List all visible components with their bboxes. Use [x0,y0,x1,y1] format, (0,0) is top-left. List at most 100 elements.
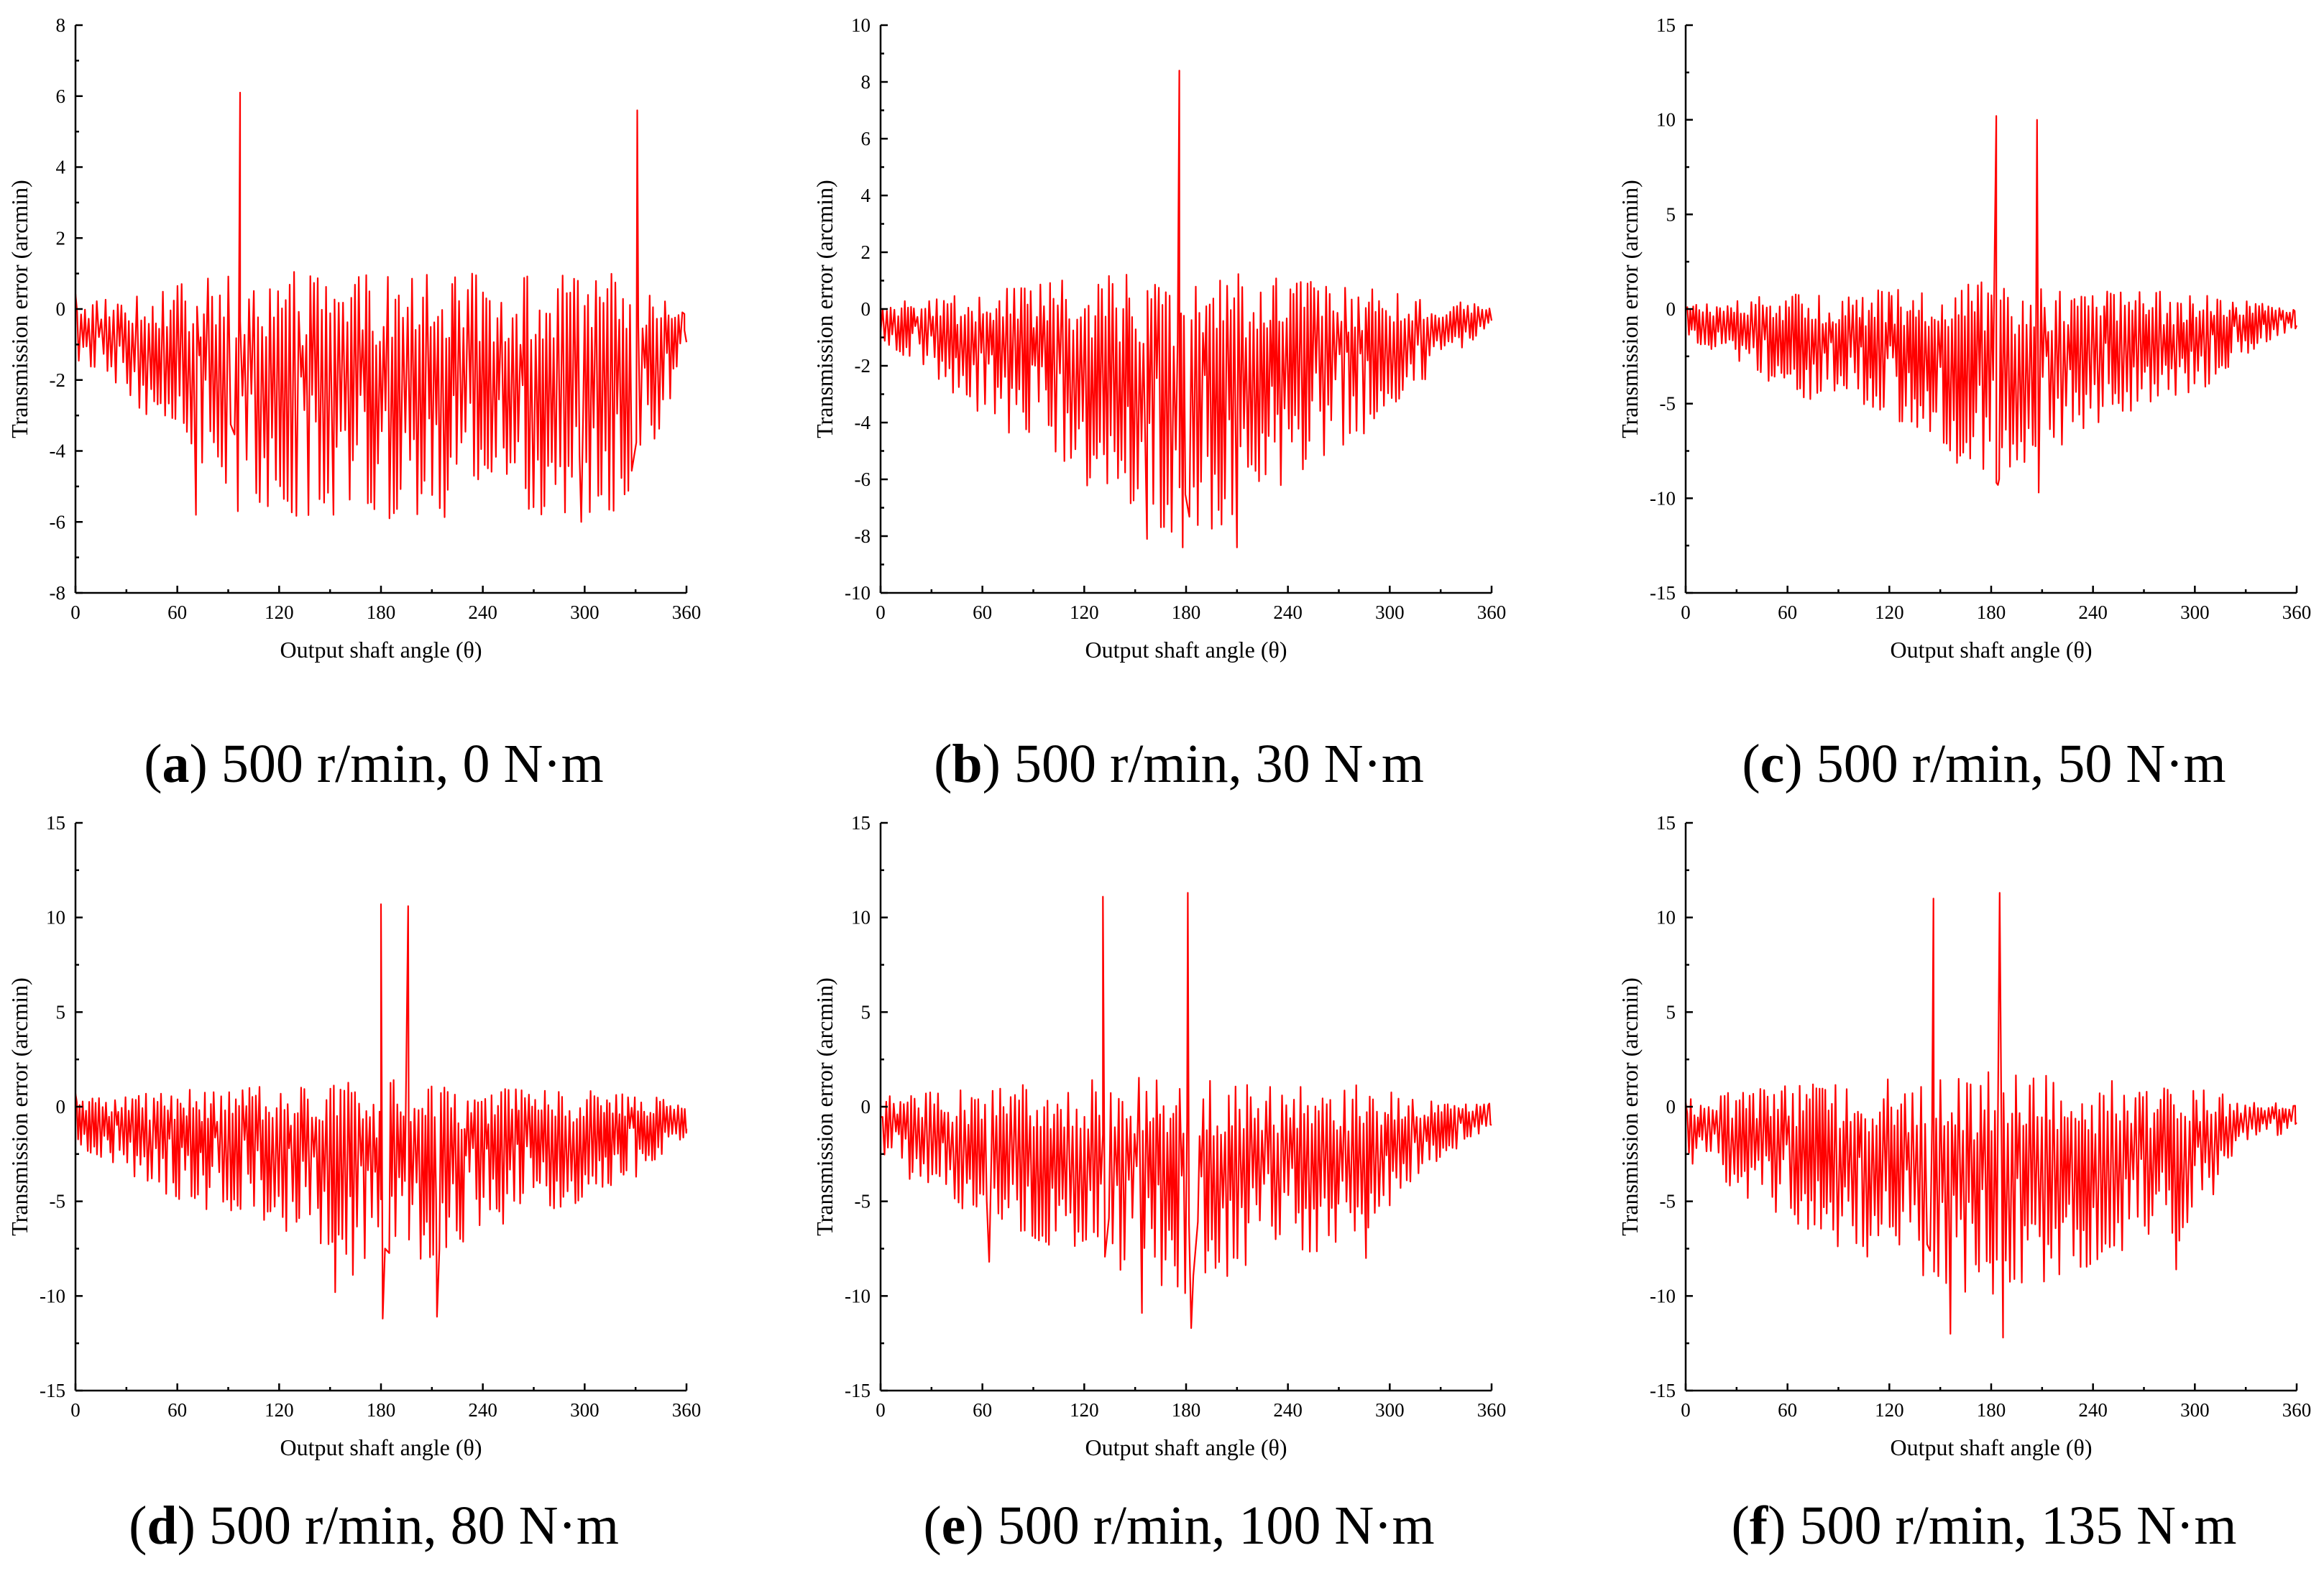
y-tick-label: 0 [1666,1096,1676,1118]
caption-text: 500 r/min, 100 N·m [997,1496,1435,1556]
panel-a: 0 60 120 180 240 300 360 -8 -6 -4 -2 0 2 4 6 8 Output sh… [0,0,748,794]
y-tick-label: -5 [855,1191,871,1212]
x-tick-label: 240 [2078,602,2108,623]
caption-letter: d [147,1496,178,1556]
x-tick-label: 60 [973,1399,992,1421]
caption-text: 500 r/min, 80 N·m [208,1496,619,1556]
x-tick-label: 300 [1375,1399,1405,1421]
x-tick-label: 240 [2078,1399,2108,1421]
caption-d: (d) 500 r/min, 80 N·m [0,1495,748,1557]
x-tick-label: 0 [70,602,81,623]
y-tick-label: 15 [1656,812,1676,834]
panel-b: 0 60 120 180 240 300 360 -10 -8 -6 -4 -2 0 2 4 6 8 10 Outp… [805,0,1553,794]
y-tick-label: -2 [50,369,66,391]
caption-a: (a) 500 r/min, 0 N·m [0,733,748,796]
y-tick-label: 15 [851,812,871,834]
chart-a: 0 60 120 180 240 300 360 -8 -6 -4 -2 0 2 4 6 8 Output sh… [6,14,701,663]
caption-paren-close: ) [965,1496,984,1556]
x-tick-label: 0 [70,1399,81,1421]
y-axis-label: Transmission error (arcmin) [6,977,32,1236]
y-tick-label: -5 [50,1191,66,1212]
x-tick-label: 60 [973,602,992,623]
y-tick-label: 10 [1656,907,1676,928]
y-tick-label: 2 [56,227,66,249]
x-tick-label: 120 [1070,602,1099,623]
caption-c: (c) 500 r/min, 50 N·m [1610,733,2324,796]
x-tick-label: 120 [1070,1399,1099,1421]
y-tick-label: -10 [845,582,871,604]
y-tick-label: 0 [56,298,66,320]
y-tick-label: 15 [46,812,65,834]
caption-b: (b) 500 r/min, 30 N·m [805,733,1553,796]
y-axis-label: Transmission error (arcmin) [6,180,32,438]
x-tick-label: 180 [367,602,396,623]
y-tick-label: -10 [40,1285,65,1307]
caption-letter: c [1760,734,1785,794]
y-tick-label: 15 [1656,14,1676,36]
x-tick-label: 60 [1778,602,1797,623]
caption-paren-close: ) [1784,734,1803,794]
x-axis-label: Output shaft angle (θ) [1085,1434,1287,1460]
x-tick-label: 120 [1875,1399,1904,1421]
y-tick-label: 6 [56,86,66,107]
y-tick-label: -8 [50,582,66,604]
y-tick-label: 0 [861,1096,871,1118]
x-tick-label: 0 [1681,602,1691,623]
x-tick-label: 300 [2180,1399,2210,1421]
x-tick-label: 60 [167,1399,187,1421]
y-tick-label: -5 [1660,393,1676,415]
y-axis-label: Transmission error (arcmin) [1617,180,1643,438]
caption-text: 500 r/min, 0 N·m [221,734,604,794]
series-line [880,892,1492,1330]
y-tick-label: 5 [1666,1001,1676,1023]
x-axis-label: Output shaft angle (θ) [280,637,482,663]
caption-e: (e) 500 r/min, 100 N·m [805,1495,1553,1557]
y-tick-label: -5 [1660,1191,1676,1212]
y-tick-label: 5 [56,1001,66,1023]
x-axis-label: Output shaft angle (θ) [1085,637,1287,663]
caption-text: 500 r/min, 135 N·m [1799,1496,2237,1556]
caption-paren-open: ( [934,734,952,794]
x-tick-label: 0 [876,602,886,623]
series-line [74,903,688,1319]
y-tick-label: -8 [855,525,871,547]
x-tick-label: 120 [265,1399,294,1421]
x-tick-label: 360 [2282,602,2312,623]
x-tick-label: 180 [1172,1399,1201,1421]
y-tick-label: 10 [46,907,65,928]
series-line [74,91,688,523]
x-tick-label: 240 [468,602,497,623]
y-tick-label: 0 [56,1096,66,1118]
panel-c: 0 60 120 180 240 300 360 -15 -10 -5 0 5 10 15 Output s… [1610,0,2324,794]
y-axis-label: Transmission error (arcmin) [812,977,837,1236]
chart-b: 0 60 120 180 240 300 360 -10 -8 -6 -4 -2 0 2 4 6 8 10 Outp… [812,14,1506,663]
y-tick-label: 2 [861,241,871,263]
x-tick-label: 240 [1273,602,1303,623]
x-tick-label: 60 [1778,1399,1797,1421]
caption-paren-open: ( [1742,734,1760,794]
caption-text: 500 r/min, 30 N·m [1014,734,1424,794]
y-tick-label: 4 [56,157,66,178]
x-tick-label: 300 [1375,602,1405,623]
caption-paren-close: ) [177,1496,196,1556]
y-tick-label: -2 [855,355,871,377]
x-tick-label: 240 [468,1399,497,1421]
y-tick-label: -10 [1650,487,1676,509]
y-tick-label: 8 [861,71,871,93]
series-line [879,70,1493,548]
y-tick-label: 5 [861,1001,871,1023]
y-axis-label: Transmission error (arcmin) [1617,977,1643,1236]
caption-text: 500 r/min, 50 N·m [1816,734,2226,794]
y-tick-label: 8 [56,14,66,36]
x-tick-label: 120 [265,602,294,623]
x-axis-label: Output shaft angle (θ) [1890,1434,2092,1460]
y-tick-label: -4 [855,412,871,433]
y-tick-label: 4 [861,185,871,206]
x-tick-label: 360 [672,1399,702,1421]
x-tick-label: 300 [2180,602,2210,623]
x-tick-label: 60 [167,602,187,623]
x-tick-label: 300 [570,602,600,623]
x-tick-label: 0 [876,1399,886,1421]
x-tick-label: 0 [1681,1399,1691,1421]
y-tick-label: -10 [845,1285,871,1307]
